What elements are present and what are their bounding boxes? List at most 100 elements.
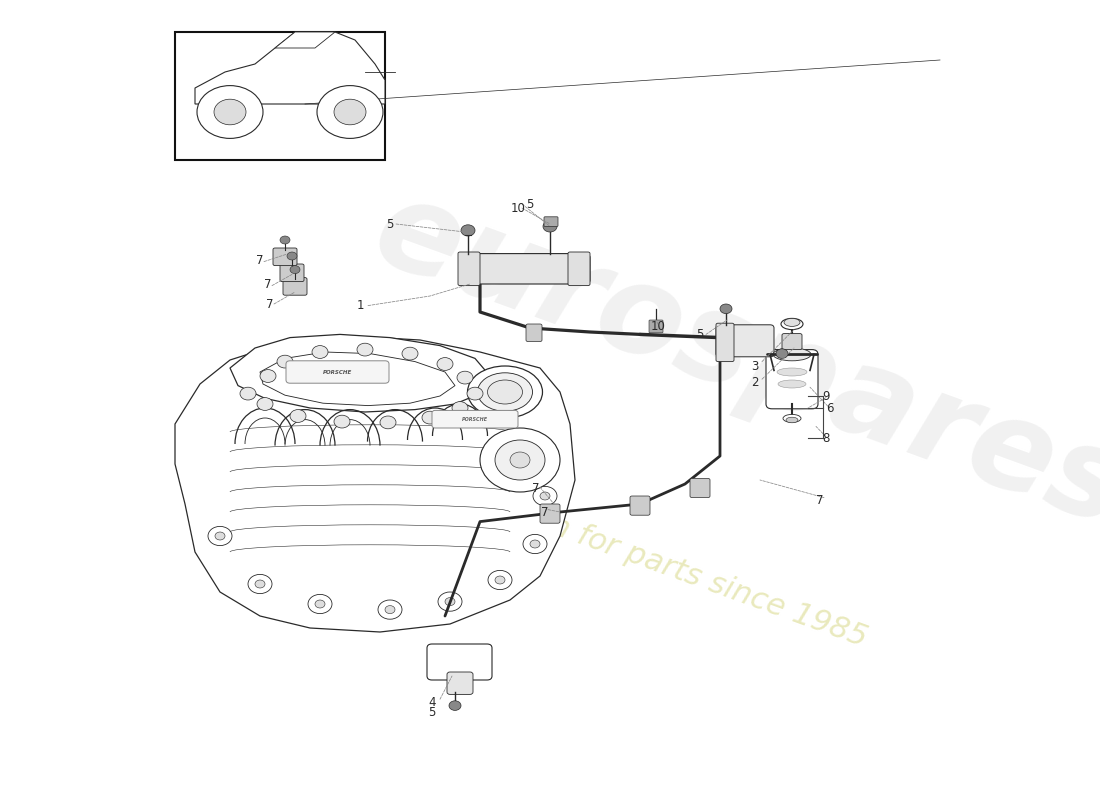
FancyBboxPatch shape [283,278,307,295]
Text: 3: 3 [751,360,759,373]
Text: 10: 10 [650,320,666,333]
Circle shape [308,594,332,614]
Text: eurospares: eurospares [358,168,1100,552]
Ellipse shape [783,414,801,422]
Polygon shape [230,334,490,412]
FancyBboxPatch shape [690,478,710,498]
Text: 7: 7 [264,278,272,290]
Text: 5: 5 [526,198,534,210]
Polygon shape [175,336,575,632]
FancyBboxPatch shape [460,254,590,284]
Circle shape [334,99,366,125]
FancyBboxPatch shape [458,252,480,286]
FancyBboxPatch shape [540,504,560,523]
Ellipse shape [468,366,542,418]
Text: 5: 5 [428,706,436,718]
Circle shape [257,398,273,410]
Circle shape [438,592,462,611]
Circle shape [510,452,530,468]
Circle shape [452,402,468,414]
FancyBboxPatch shape [447,672,473,694]
Circle shape [208,526,232,546]
Circle shape [522,534,547,554]
Circle shape [214,99,246,125]
Bar [175,32,385,160]
Circle shape [495,576,505,584]
Circle shape [446,598,455,606]
Circle shape [197,86,263,138]
Circle shape [255,580,265,588]
Text: 7: 7 [256,254,264,266]
Ellipse shape [487,380,522,404]
Text: 8: 8 [823,432,829,445]
Text: PORSCHE: PORSCHE [323,370,353,374]
Text: 7: 7 [266,298,274,310]
Ellipse shape [773,348,811,361]
Circle shape [287,252,297,260]
Text: 9: 9 [823,390,829,402]
Ellipse shape [778,380,806,388]
Circle shape [280,236,290,244]
Circle shape [317,86,383,138]
Circle shape [290,266,300,274]
Circle shape [720,304,732,314]
FancyBboxPatch shape [649,320,663,333]
Ellipse shape [786,418,798,422]
Ellipse shape [781,318,803,330]
FancyBboxPatch shape [273,248,297,266]
Circle shape [540,492,550,500]
Text: 2: 2 [751,376,759,389]
FancyBboxPatch shape [568,252,590,286]
Text: 5: 5 [386,218,394,230]
Circle shape [480,428,560,492]
Text: 7: 7 [541,506,549,518]
FancyBboxPatch shape [630,496,650,515]
FancyBboxPatch shape [526,324,542,342]
Circle shape [358,343,373,356]
Text: a passion for parts since 1985: a passion for parts since 1985 [428,467,871,653]
Ellipse shape [777,368,807,376]
FancyBboxPatch shape [716,325,774,357]
Circle shape [334,415,350,428]
Circle shape [422,411,438,424]
FancyBboxPatch shape [716,323,734,362]
Circle shape [277,355,293,368]
FancyBboxPatch shape [286,361,389,383]
Text: 4: 4 [428,696,436,709]
Text: PORSCHE: PORSCHE [462,417,488,422]
FancyBboxPatch shape [782,334,802,350]
Circle shape [248,574,272,594]
Circle shape [534,486,557,506]
Text: 7: 7 [532,482,540,494]
Text: 7: 7 [816,494,824,506]
FancyBboxPatch shape [432,410,518,428]
Circle shape [290,410,306,422]
Circle shape [260,370,276,382]
Polygon shape [275,32,336,48]
Circle shape [456,371,473,384]
Circle shape [776,349,788,358]
Ellipse shape [784,318,800,326]
FancyBboxPatch shape [427,644,492,680]
Text: 6: 6 [826,402,834,414]
Text: 5: 5 [696,328,704,341]
Circle shape [312,346,328,358]
Circle shape [315,600,324,608]
Circle shape [468,387,483,400]
Circle shape [378,600,402,619]
Circle shape [530,540,540,548]
Circle shape [240,387,256,400]
Circle shape [379,416,396,429]
Circle shape [495,440,544,480]
Circle shape [543,221,557,232]
Text: 1: 1 [356,299,364,312]
Circle shape [385,606,395,614]
Circle shape [461,225,475,236]
Circle shape [488,570,512,590]
FancyBboxPatch shape [280,264,304,282]
FancyBboxPatch shape [544,217,558,226]
Ellipse shape [477,373,532,411]
Circle shape [449,701,461,710]
Circle shape [402,347,418,360]
FancyBboxPatch shape [766,350,818,409]
